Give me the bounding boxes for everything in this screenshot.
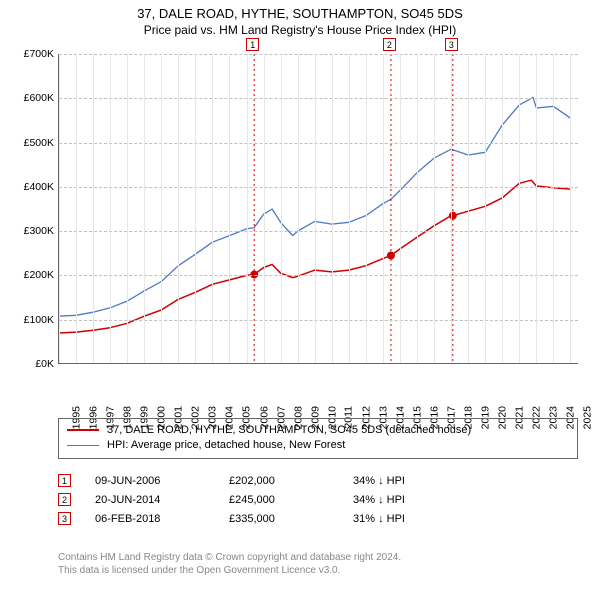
y-axis-label: £600K — [8, 92, 54, 104]
sale-marker-box: 3 — [445, 38, 458, 51]
y-axis-label: £700K — [8, 48, 54, 60]
event-pct: 31% ↓ HPI — [353, 513, 405, 525]
legend-swatch-hpi — [67, 445, 99, 446]
y-axis-label: £100K — [8, 314, 54, 326]
legend-row-price: 37, DALE ROAD, HYTHE, SOUTHAMPTON, SO45 … — [67, 423, 569, 438]
event-date: 09-JUN-2006 — [95, 475, 205, 487]
event-row: 2 20-JUN-2014 £245,000 34% ↓ HPI — [58, 493, 578, 506]
attribution: Contains HM Land Registry data © Crown c… — [58, 552, 578, 577]
event-price: £245,000 — [229, 494, 329, 506]
sale-events: 1 09-JUN-2006 £202,000 34% ↓ HPI 2 20-JU… — [58, 468, 578, 525]
legend-swatch-price — [67, 429, 99, 431]
attribution-line2: This data is licensed under the Open Gov… — [58, 565, 578, 578]
x-axis-label: 2025 — [582, 406, 594, 429]
sale-marker-box: 2 — [383, 38, 396, 51]
event-date: 20-JUN-2014 — [95, 494, 205, 506]
legend-row-hpi: HPI: Average price, detached house, New … — [67, 438, 569, 453]
event-price: £335,000 — [229, 513, 329, 525]
legend: 37, DALE ROAD, HYTHE, SOUTHAMPTON, SO45 … — [58, 418, 578, 459]
event-marker-3: 3 — [58, 512, 71, 525]
event-marker-2: 2 — [58, 493, 71, 506]
chart-title-line2: Price paid vs. HM Land Registry's House … — [0, 23, 600, 37]
event-row: 3 06-FEB-2018 £335,000 31% ↓ HPI — [58, 512, 578, 525]
attribution-line1: Contains HM Land Registry data © Crown c… — [58, 552, 578, 565]
event-date: 06-FEB-2018 — [95, 513, 205, 525]
chart-svg — [59, 54, 578, 363]
chart-area: £0K£100K£200K£300K£400K£500K£600K£700K19… — [8, 48, 592, 408]
y-axis-label: £200K — [8, 269, 54, 281]
event-price: £202,000 — [229, 475, 329, 487]
y-axis-label: £0K — [8, 358, 54, 370]
event-marker-1: 1 — [58, 474, 71, 487]
event-pct: 34% ↓ HPI — [353, 475, 405, 487]
event-pct: 34% ↓ HPI — [353, 494, 405, 506]
sale-marker-box: 1 — [246, 38, 259, 51]
legend-label-hpi: HPI: Average price, detached house, New … — [107, 438, 345, 453]
legend-label-price: 37, DALE ROAD, HYTHE, SOUTHAMPTON, SO45 … — [107, 423, 471, 438]
chart-title-line1: 37, DALE ROAD, HYTHE, SOUTHAMPTON, SO45 … — [0, 6, 600, 21]
y-axis-label: £400K — [8, 181, 54, 193]
y-axis-label: £300K — [8, 225, 54, 237]
event-row: 1 09-JUN-2006 £202,000 34% ↓ HPI — [58, 474, 578, 487]
plot-region — [58, 54, 578, 364]
y-axis-label: £500K — [8, 137, 54, 149]
